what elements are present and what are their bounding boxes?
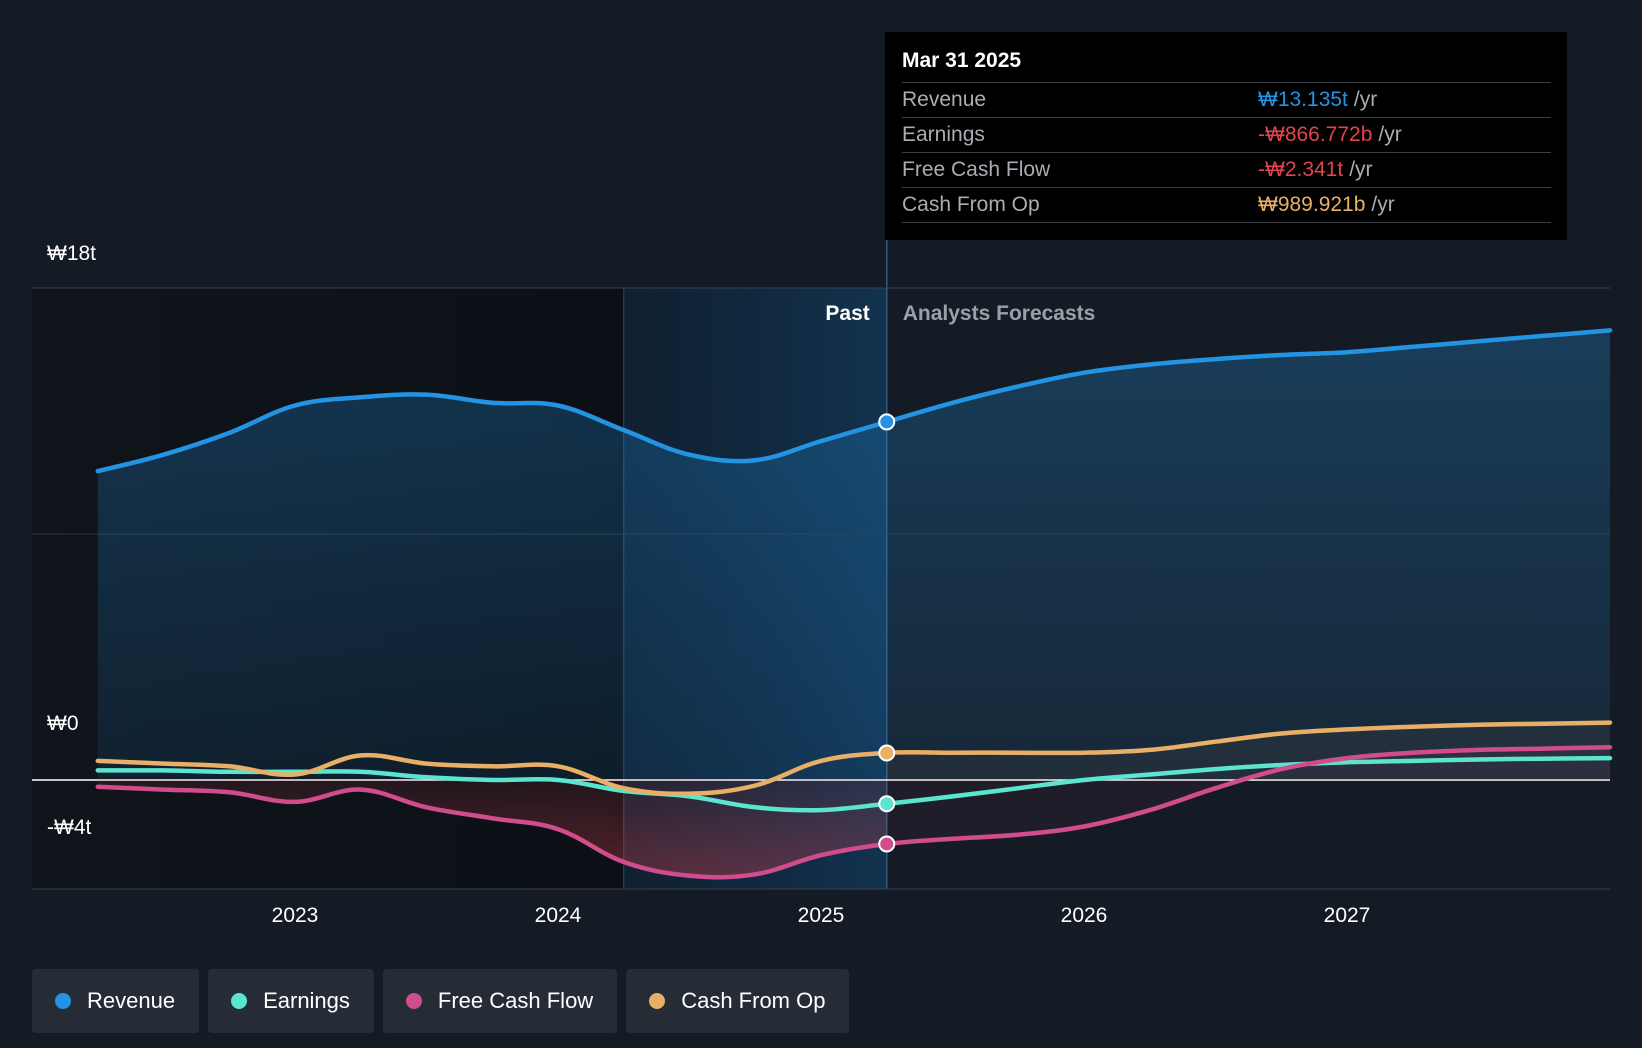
legend-label: Cash From Op: [681, 988, 826, 1013]
cfo-line: [95, 720, 1613, 797]
legend-item-free-cash-flow[interactable]: Free Cash Flow: [382, 969, 618, 1033]
earnings-marker: [878, 795, 896, 813]
tooltip-label: Revenue: [902, 88, 987, 111]
revenue-marker: [878, 413, 896, 431]
fcf-marker: [878, 835, 896, 853]
y-tick-label: ₩0: [47, 712, 79, 735]
y-tick-label: ₩18t: [47, 242, 96, 265]
y-tick-label: -₩4t: [47, 816, 91, 839]
tooltip-row-free-cash-flow: Free Cash Flow -₩2.341t /yr: [902, 153, 1551, 188]
legend-label: Free Cash Flow: [437, 988, 594, 1013]
tooltip-unit: /yr: [1349, 158, 1373, 181]
x-tick-label: 2025: [798, 904, 845, 927]
fcf-line: [95, 744, 1613, 880]
fcf-area: [886, 747, 1610, 844]
tooltip-value: -₩866.772b: [1258, 123, 1373, 146]
x-tick-label: 2023: [272, 904, 319, 927]
legend-dot-icon: [55, 993, 71, 1009]
tooltip-value: -₩2.341t: [1258, 158, 1344, 181]
revenue-area: [97, 330, 1610, 780]
tooltip-row-cash-from-op: Cash From Op ₩989.921b /yr: [902, 188, 1551, 223]
past-label: Past: [825, 302, 869, 325]
tooltip-label: Cash From Op: [902, 193, 1040, 216]
legend-dot-icon: [231, 993, 248, 1009]
tooltip-unit: /yr: [1353, 88, 1378, 111]
forecast-label: Analysts Forecasts: [903, 302, 1096, 325]
cfo-area: [886, 722, 1610, 780]
legend-dot-icon: [405, 993, 422, 1009]
legend: Revenue Earnings Free Cash Flow Cash Fro…: [32, 969, 850, 1033]
earnings-line: [95, 755, 1613, 813]
legend-dot-icon: [649, 993, 666, 1009]
tooltip-unit: /yr: [1378, 123, 1402, 146]
x-tick-label: 2027: [1324, 904, 1371, 927]
tooltip-value: ₩13.135t: [1258, 88, 1348, 111]
legend-label: Earnings: [263, 988, 350, 1013]
tooltip-row-earnings: Earnings -₩866.772b /yr: [902, 118, 1551, 153]
tooltip-label: Earnings: [902, 123, 985, 146]
tooltip-value: ₩989.921b: [1258, 193, 1366, 216]
tooltip-unit: /yr: [1371, 193, 1395, 216]
cfo-marker: [878, 744, 896, 762]
legend-item-cash-from-op[interactable]: Cash From Op: [626, 969, 850, 1033]
x-tick-label: 2024: [535, 904, 582, 927]
revenue-line: [95, 328, 1613, 474]
x-tick-label: 2026: [1061, 904, 1108, 927]
legend-label: Revenue: [87, 988, 176, 1013]
legend-item-revenue[interactable]: Revenue: [32, 969, 200, 1033]
tooltip-date: Mar 31 2025: [902, 46, 1551, 83]
tooltip-row-revenue: Revenue ₩13.135t /yr: [902, 83, 1551, 118]
fcf-negative-area: [97, 780, 887, 878]
legend-item-earnings[interactable]: Earnings: [208, 969, 374, 1033]
tooltip: Mar 31 2025 Revenue ₩13.135t /yr Earning…: [885, 32, 1567, 240]
tooltip-label: Free Cash Flow: [902, 158, 1051, 181]
